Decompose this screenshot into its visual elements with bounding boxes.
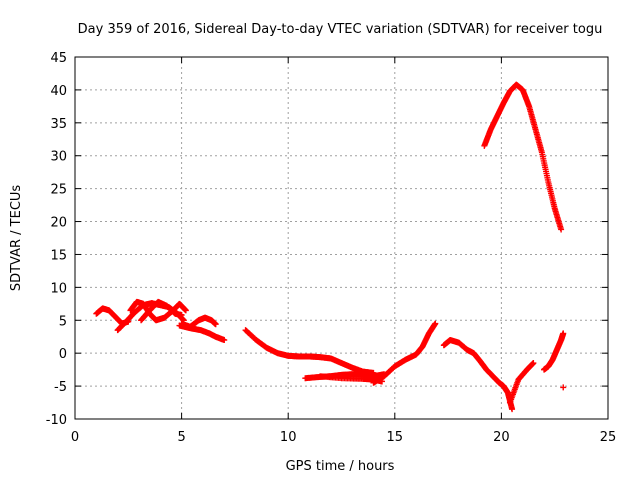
data-series [506, 360, 537, 406]
y-tick-label: 20 [50, 216, 67, 231]
y-tick-label: -10 [46, 413, 67, 428]
y-axis-label: SDTVAR / TECUs [9, 185, 24, 292]
y-tick-label: 15 [50, 248, 67, 263]
x-axis-label: GPS time / hours [286, 459, 395, 474]
x-tick-label: 0 [71, 430, 79, 445]
data-point [432, 320, 439, 327]
data-point [509, 406, 516, 413]
y-tick-label: 45 [50, 51, 67, 66]
chart-title: Day 359 of 2016, Sidereal Day-to-day VTE… [78, 22, 603, 37]
y-tick-label: 0 [59, 347, 67, 362]
y-tick-label: 30 [50, 150, 67, 165]
data-point [178, 312, 185, 319]
y-tick-label: 25 [50, 183, 67, 198]
y-tick-label: 5 [59, 314, 67, 329]
data-point [558, 226, 565, 233]
data-series [481, 81, 565, 233]
data-series [242, 327, 377, 376]
data-points [93, 81, 567, 413]
data-point [560, 330, 567, 337]
x-tick-label: 15 [387, 430, 404, 445]
y-tick-label: 35 [50, 117, 67, 132]
data-series [138, 298, 185, 324]
data-point [182, 307, 189, 314]
data-series [178, 314, 219, 330]
axis-ticks: 0 5 10 15 20 25 -10 -5 0 5 10 15 20 25 30 35 40 45 [46, 51, 617, 445]
data-point [560, 384, 567, 391]
grid-lines [75, 57, 608, 419]
data-point [221, 337, 228, 344]
data-series [317, 373, 386, 385]
plot-border [74, 56, 609, 420]
y-tick-label: 40 [50, 84, 67, 99]
x-tick-label: 10 [280, 430, 297, 445]
data-series [560, 384, 567, 391]
data-series [541, 330, 567, 373]
x-tick-label: 5 [177, 430, 185, 445]
data-point [379, 378, 386, 385]
y-tick-label: 10 [50, 281, 67, 296]
data-series [440, 337, 516, 413]
y-tick-label: -5 [54, 380, 67, 395]
data-point [212, 321, 219, 328]
data-point [530, 360, 537, 367]
x-tick-label: 20 [493, 430, 510, 445]
x-tick-label: 25 [600, 430, 617, 445]
